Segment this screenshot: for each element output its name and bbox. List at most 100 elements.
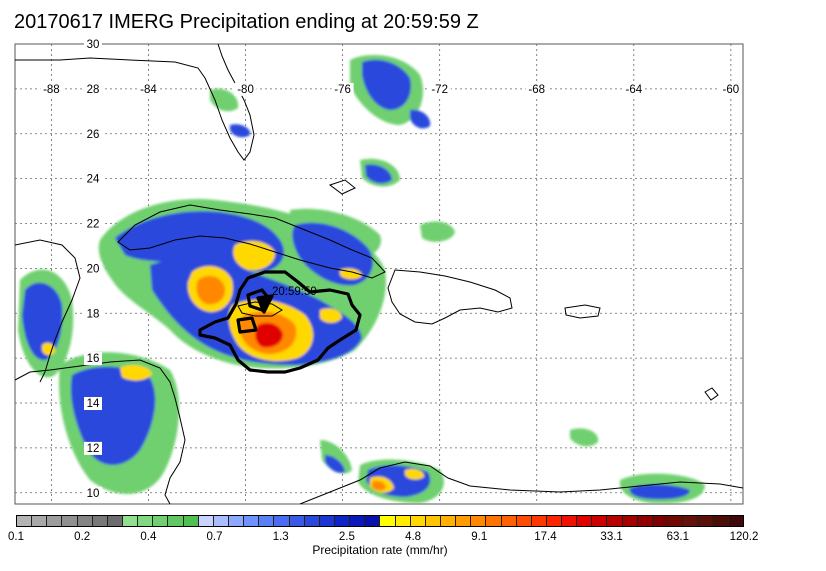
latitude-label: 10 bbox=[87, 488, 100, 500]
colorbar-swatch bbox=[244, 516, 260, 526]
venezuela-colombia-coast bbox=[299, 461, 743, 504]
colorbar-swatch bbox=[395, 516, 411, 526]
latitude-label: 16 bbox=[87, 353, 100, 365]
colorbar-swatch bbox=[350, 516, 366, 526]
longitude-labels: -88 -84 -80 -76 -72 -68 -64 -60 bbox=[40, 82, 742, 96]
colorbar-swatch bbox=[62, 516, 78, 526]
colorbar-tick: 9.1 bbox=[471, 531, 488, 543]
colorbar-label: Precipitation rate (mm/hr) bbox=[312, 543, 448, 557]
label-background bbox=[84, 172, 102, 186]
label-background bbox=[84, 307, 102, 321]
longitude-label: -80 bbox=[237, 84, 254, 96]
colorbar-swatch bbox=[668, 516, 684, 526]
colorbar-swatch bbox=[652, 516, 669, 526]
colorbar-swatch bbox=[516, 516, 532, 526]
colorbar-swatch bbox=[622, 516, 638, 526]
small-island bbox=[704, 387, 719, 401]
colorbar-tick: 0.2 bbox=[74, 531, 91, 543]
colorbar-swatch bbox=[698, 516, 714, 526]
colorbar-tick: 120.2 bbox=[729, 531, 759, 543]
label-background bbox=[40, 82, 63, 96]
colorbar-swatch bbox=[259, 516, 275, 526]
label-background bbox=[84, 441, 102, 455]
colorbar-swatch bbox=[683, 516, 699, 526]
colorbar-swatch bbox=[47, 516, 63, 526]
label-background bbox=[331, 82, 354, 96]
label-background bbox=[84, 352, 102, 366]
colorbar-swatch bbox=[713, 516, 729, 526]
latitude-label: 18 bbox=[87, 308, 100, 320]
colorbar-swatch bbox=[380, 516, 396, 526]
colorbar-swatch bbox=[410, 516, 426, 526]
colorbar-swatch bbox=[77, 516, 93, 526]
colorbar-swatch bbox=[728, 516, 743, 526]
colorbar-swatch bbox=[32, 516, 48, 526]
label-background bbox=[428, 82, 451, 96]
hispaniola bbox=[387, 269, 513, 325]
colorbar-tick: 0.4 bbox=[140, 531, 157, 543]
colorbar-swatch bbox=[562, 516, 578, 526]
latitude-label: 26 bbox=[87, 129, 100, 141]
colorbar-swatch bbox=[228, 516, 245, 526]
label-background bbox=[84, 262, 102, 276]
longitude-label: -68 bbox=[528, 84, 545, 96]
colorbar-swatch bbox=[198, 516, 214, 526]
colorbar-swatch bbox=[607, 516, 623, 526]
label-background bbox=[84, 397, 102, 411]
colorbar-swatch bbox=[440, 516, 457, 526]
colorbar-swatch bbox=[153, 516, 169, 526]
colorbar-tick: 0.1 bbox=[8, 531, 24, 543]
colorbar-tick: 2.5 bbox=[338, 531, 355, 543]
storm-time-annotation: 20:59:59 bbox=[272, 286, 317, 298]
longitude-label: -60 bbox=[723, 84, 740, 96]
colorbar-swatch bbox=[304, 516, 320, 526]
label-background bbox=[84, 217, 102, 231]
cuba bbox=[117, 204, 386, 279]
latitude-label: 30 bbox=[87, 39, 100, 51]
coastlines bbox=[15, 44, 743, 504]
colorbar-swatch bbox=[107, 516, 123, 526]
colorbar-swatch bbox=[425, 516, 441, 526]
longitude-label: -88 bbox=[43, 84, 60, 96]
colorbar-swatch bbox=[531, 516, 547, 526]
colorbar-tick: 33.1 bbox=[600, 531, 623, 543]
colorbar-swatch bbox=[289, 516, 305, 526]
colorbar-swatch bbox=[577, 516, 593, 526]
label-background bbox=[719, 82, 742, 96]
colorbar-swatch bbox=[183, 516, 199, 526]
colorbar-tick: 0.7 bbox=[206, 531, 223, 543]
bahamas-island bbox=[328, 179, 356, 195]
yucatan-coast bbox=[15, 239, 81, 383]
longitude-label: -76 bbox=[334, 84, 351, 96]
label-background bbox=[84, 82, 102, 96]
colorbar-swatch bbox=[17, 516, 33, 526]
colorbar-swatch bbox=[365, 516, 381, 526]
colorbar-tick: 17.4 bbox=[534, 531, 557, 543]
longitude-label: -64 bbox=[625, 84, 642, 96]
map-title: 20170617 IMERG Precipitation ending at 2… bbox=[14, 11, 479, 33]
colorbar-swatch bbox=[168, 516, 184, 526]
latitude-label: 28 bbox=[87, 84, 100, 96]
colorbar-tick-labels: 0.1 0.2 0.4 0.7 1.3 2.5 4.8 9.1 17.4 33.1 63.1 120.… bbox=[0, 531, 826, 545]
central-america-coast bbox=[15, 359, 186, 504]
latitude-label: 22 bbox=[87, 219, 100, 231]
colorbar-swatch bbox=[592, 516, 608, 526]
colorbar-swatch bbox=[501, 516, 517, 526]
latitude-label: 20 bbox=[87, 263, 100, 275]
longitude-label: -84 bbox=[140, 84, 157, 96]
colorbar-swatch bbox=[138, 516, 154, 526]
colorbar bbox=[16, 515, 744, 527]
colorbar-swatch bbox=[486, 516, 502, 526]
label-background bbox=[622, 82, 645, 96]
latitude-label: 14 bbox=[87, 398, 100, 410]
storm-track-contour bbox=[198, 270, 362, 374]
colorbar-tick: 1.3 bbox=[272, 531, 289, 543]
label-background bbox=[84, 127, 102, 141]
colorbar-swatch bbox=[471, 516, 487, 526]
colorbar-swatch bbox=[274, 516, 290, 526]
colorbar-swatch bbox=[456, 516, 472, 526]
latitude-label: 24 bbox=[87, 174, 100, 186]
puerto-rico bbox=[564, 304, 601, 319]
label-background bbox=[84, 38, 102, 51]
